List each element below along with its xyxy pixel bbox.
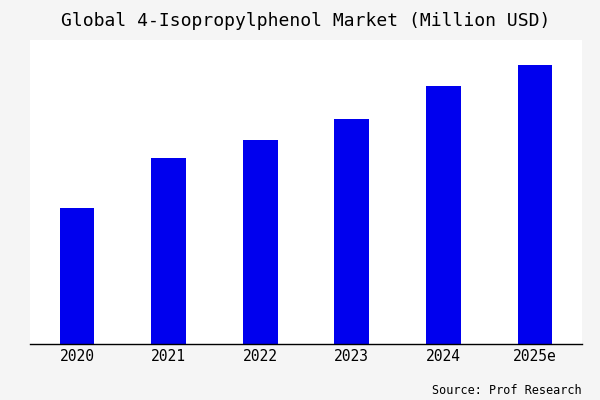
Bar xyxy=(59,208,94,344)
Bar xyxy=(518,65,553,344)
Bar xyxy=(426,86,461,344)
Text: Source: Prof Research: Source: Prof Research xyxy=(433,384,582,396)
Title: Global 4-Isopropylphenol Market (Million USD): Global 4-Isopropylphenol Market (Million… xyxy=(61,12,551,30)
Bar xyxy=(243,140,278,344)
Bar xyxy=(151,158,186,344)
Bar xyxy=(334,119,369,344)
